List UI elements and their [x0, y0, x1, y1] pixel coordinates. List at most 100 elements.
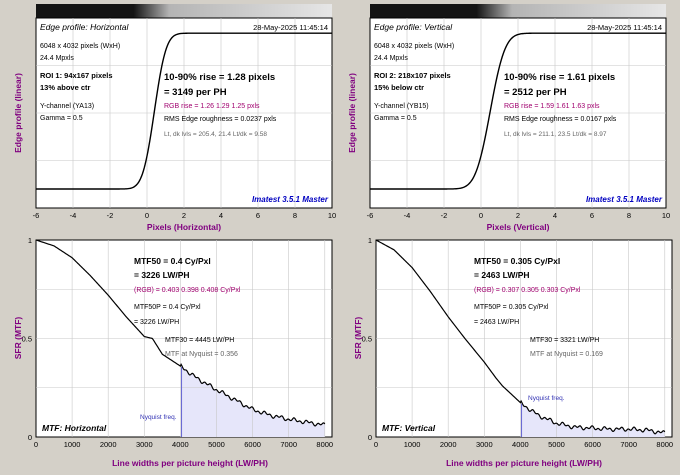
roughness-text: RMS Edge roughness = 0.0237 pxls	[164, 116, 277, 123]
x-tick-label: 0	[479, 211, 483, 220]
grid-lines	[36, 18, 332, 208]
grid-lines	[376, 240, 672, 437]
mtf-vertical-panel: 0 1000 2000 3000 4000 5000 6000 7000 8000 00.51 …	[353, 236, 673, 468]
x-tick-label: 6	[590, 211, 594, 220]
x-tick-label: -2	[107, 211, 114, 220]
y-axis-label: SFR (MTF)	[13, 317, 23, 360]
nyquist-fill-region	[181, 365, 325, 437]
roi-position-text: 15% below ctr	[374, 83, 424, 92]
rgb-rise-text: RGB rise = 1.26 1.29 1.25 pxls	[164, 103, 260, 110]
levels-text: Lt, dk lvls = 211.1, 23.5 Lt/dk = 8.97	[504, 131, 607, 138]
x-tick-label: 7000	[280, 440, 297, 449]
x-tick-label: 6	[256, 211, 260, 220]
y-tick-labels: 00.51	[362, 236, 372, 442]
date-text: 28-May-2025 11:45:14	[587, 23, 662, 32]
x-axis-label: Line widths per picture height (LW/PH)	[446, 458, 602, 468]
x-tick-labels: -6 -4 -2 0 2 4 6 8 10	[367, 211, 671, 220]
x-tick-label: 2000	[100, 440, 117, 449]
edge-profile-curve	[36, 32, 332, 190]
mtf50p-lwph-text: = 3226 LW/PH	[134, 319, 179, 326]
y-tick-label: 0	[368, 433, 372, 442]
mtf-curve	[375, 239, 666, 435]
mtf50p-text: MTF50P = 0.305 Cy/Pxl	[474, 304, 549, 311]
image-size-text: 6048 x 4032 pixels (WxH)	[374, 43, 454, 50]
edge-image-strip	[36, 4, 332, 18]
gamma-text: Gamma = 0.5	[374, 115, 417, 122]
x-tick-label: 1000	[64, 440, 81, 449]
x-axis-label: Pixels (Vertical)	[487, 222, 550, 232]
mtf50-lwph-text: = 2463 LW/PH	[474, 270, 530, 280]
y-tick-labels: 00.51	[22, 236, 32, 442]
mtf50-text: MTF50 = 0.4 Cy/Pxl	[134, 256, 211, 266]
mtf-nyquist-text: MTF at Nyquist = 0.169	[530, 351, 603, 358]
brand-text: Imatest 3.5.1 Master	[252, 195, 329, 204]
y-tick-label: 0	[28, 433, 32, 442]
megapixels-text: 24.4 Mpxls	[374, 55, 408, 62]
x-tick-label: 2	[182, 211, 186, 220]
mtf-curve	[35, 239, 326, 427]
roi-text: ROI 1: 94x167 pixels	[40, 71, 113, 80]
x-tick-labels: -6 -4 -2 0 2 4 6 8 10	[33, 211, 337, 220]
per-ph-text: = 3149 per PH	[164, 87, 227, 98]
x-tick-label: 8000	[316, 440, 333, 449]
mtf50-lwph-text: = 3226 LW/PH	[134, 270, 190, 280]
rgb-mtf-text: (RGB) = 0.403 0.398 0.408 Cy/Pxl	[134, 287, 241, 294]
grid-lines	[370, 18, 666, 208]
x-tick-label: 8	[293, 211, 297, 220]
y-tick-label: 1	[28, 236, 32, 245]
mtf-horizontal-panel: 0 1000 2000 3000 4000 5000 6000 7000 8000 00.51 …	[13, 236, 333, 468]
x-tick-label: 10	[662, 211, 670, 220]
panel-title: Edge profile: Vertical	[374, 22, 453, 32]
mtf50p-text: MTF50P = 0.4 Cy/Pxl	[134, 304, 201, 311]
channel-text: Y-channel (YB15)	[374, 103, 429, 110]
edge-vertical-panel: -6 -4 -2 0 2 4 6 8 10 Edge profile: Vertical 28-…	[347, 4, 670, 232]
per-ph-text: = 2512 per PH	[504, 87, 567, 98]
x-axis-label: Line widths per picture height (LW/PH)	[112, 458, 268, 468]
roi-text: ROI 2: 218x107 pixels	[374, 71, 451, 80]
rgb-rise-text: RGB rise = 1.59 1.61 1.63 pxls	[504, 103, 600, 110]
x-tick-labels: 0 1000 2000 3000 4000 5000 6000 7000 8000	[374, 440, 673, 449]
rise-text: 10-90% rise = 1.28 pixels	[164, 72, 275, 83]
nyquist-label: Nyquist freq.	[528, 395, 565, 402]
roughness-text: RMS Edge roughness = 0.0167 pxls	[504, 116, 617, 123]
y-axis-label: Edge profile (linear)	[13, 73, 23, 153]
y-tick-label: 0.5	[362, 335, 372, 344]
x-tick-label: 1000	[404, 440, 421, 449]
x-axis-label: Pixels (Horizontal)	[147, 222, 221, 232]
panel-title: MTF: Horizontal	[42, 423, 107, 433]
mtf30-text: MTF30 = 3321 LW/PH	[530, 337, 599, 344]
x-tick-label: 5000	[208, 440, 225, 449]
y-axis-label: Edge profile (linear)	[347, 73, 357, 153]
image-size-text: 6048 x 4032 pixels (WxH)	[40, 43, 120, 50]
x-tick-label: 2000	[440, 440, 457, 449]
x-tick-label: 3000	[136, 440, 153, 449]
x-tick-label: 8000	[656, 440, 673, 449]
x-tick-label: 4000	[512, 440, 529, 449]
rgb-mtf-text: (RGB) = 0.307 0.305 0.303 Cy/Pxl	[474, 287, 581, 294]
edge-horizontal-panel: -6 -4 -2 0 2 4 6 8 10 Edge profile: Horizontal 2…	[13, 4, 336, 232]
levels-text: Lt, dk lvls = 205.4, 21.4 Lt/dk = 9.58	[164, 131, 267, 138]
y-axis-label: SFR (MTF)	[353, 317, 363, 360]
x-tick-label: -2	[441, 211, 448, 220]
megapixels-text: 24.4 Mpxls	[40, 55, 74, 62]
x-tick-label: 7000	[620, 440, 637, 449]
edge-profile-curve	[370, 32, 666, 190]
x-tick-label: -6	[33, 211, 40, 220]
x-tick-labels: 0 1000 2000 3000 4000 5000 6000 7000 8000	[34, 440, 333, 449]
gamma-text: Gamma = 0.5	[40, 115, 83, 122]
grid-lines	[36, 240, 332, 437]
x-tick-label: -6	[367, 211, 374, 220]
x-tick-label: -4	[404, 211, 411, 220]
x-tick-label: 0	[374, 440, 378, 449]
mtf-nyquist-text: MTF at Nyquist = 0.356	[165, 351, 238, 358]
nyquist-fill-region	[521, 402, 665, 437]
x-tick-label: 6000	[584, 440, 601, 449]
x-tick-label: 2	[516, 211, 520, 220]
x-tick-label: 10	[328, 211, 336, 220]
x-tick-label: 4	[553, 211, 557, 220]
x-tick-label: -4	[70, 211, 77, 220]
date-text: 28-May-2025 11:45:14	[253, 23, 328, 32]
x-tick-label: 0	[34, 440, 38, 449]
mtf50-text: MTF50 = 0.305 Cy/Pxl	[474, 256, 560, 266]
